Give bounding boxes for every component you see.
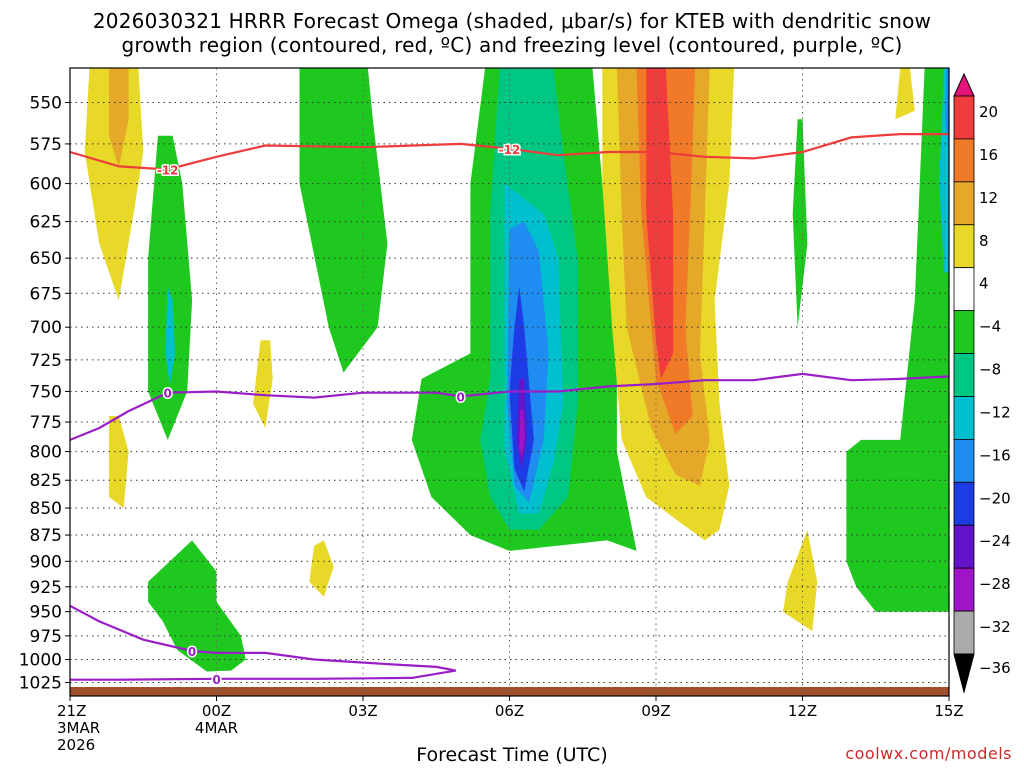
omega-region-4: [109, 416, 129, 509]
omega-region-15: [519, 409, 526, 458]
omega-region-5: [253, 340, 273, 428]
colorbar-label-10: −24: [979, 532, 1011, 550]
y-tick-label-1000: 1000: [19, 650, 62, 670]
x-tick-label-12Z: 12Z: [788, 702, 817, 720]
y-tick-label-650: 650: [30, 249, 62, 269]
omega-region-25: [945, 68, 949, 152]
y-tick-label-825: 825: [30, 471, 62, 491]
y-tick-label-625: 625: [30, 213, 62, 233]
colorbar-label-2: 12: [979, 189, 998, 207]
colorbar-label-3: 8: [979, 232, 989, 250]
colorbar-label-0: 20: [979, 103, 998, 121]
colorbar-label-8: −16: [979, 446, 1011, 464]
y-tick-label-850: 850: [30, 499, 62, 519]
x-tick-label-21Z: 21Z: [57, 702, 86, 720]
x-tick-label-00Z: 00Z: [202, 702, 231, 720]
dgz-contour-line: [70, 133, 949, 171]
colorbar-swatch-6: [953, 353, 975, 397]
x-tick-label-09Z: 09Z: [641, 702, 670, 720]
colorbar-swatch-0: [953, 95, 975, 140]
x-tick-label-21Z-sub2: 2026: [57, 736, 95, 754]
y-tick-label-575: 575: [30, 135, 62, 155]
omega-region-19: [646, 68, 674, 379]
colorbar-swatch-3: [953, 224, 975, 269]
colorbar-swatch-12: [953, 610, 975, 655]
terrain-band: [70, 686, 949, 696]
y-tick-label-675: 675: [30, 284, 62, 304]
colorbar-label-13: −36: [979, 659, 1011, 677]
dgz-contour-label-1: -12: [499, 143, 521, 157]
y-tick-label-950: 950: [30, 603, 62, 623]
colorbar-swatch-7: [953, 396, 975, 440]
omega-region-7: [148, 540, 246, 672]
colorbar-label-6: −8: [979, 361, 1001, 379]
y-tick-label-750: 750: [30, 382, 62, 402]
colorbar-swatch-10: [953, 524, 975, 569]
omega-region-0: [84, 68, 144, 301]
y-tick-label-975: 975: [30, 627, 62, 647]
x-axis-label: Forecast Time (UTC): [416, 744, 608, 766]
y-tick-label-550: 550: [30, 94, 62, 114]
freezing-level-contour-0-line: [70, 372, 949, 441]
freezing-level-contour-1-label-0: 0: [188, 645, 196, 659]
freezing-level-contour-1-label-1: 0: [212, 673, 220, 687]
y-tick-label-1025: 1025: [19, 673, 62, 693]
y-tick-label-700: 700: [30, 318, 62, 338]
y-tick-label-900: 900: [30, 552, 62, 572]
y-tick-label-600: 600: [30, 175, 62, 195]
y-tick-label-925: 925: [30, 578, 62, 598]
colorbar-label-11: −28: [979, 575, 1011, 593]
colorbar-swatch-2: [953, 181, 975, 226]
y-tick-label-800: 800: [30, 443, 62, 463]
omega-region-6: [299, 68, 388, 373]
colorbar-label-12: −32: [979, 618, 1011, 636]
freezing-level-contour-0-label-0: 0: [163, 387, 171, 401]
colorbar-swatch-1: [953, 138, 975, 183]
credit-text: coolwx.com/models: [845, 744, 1012, 763]
y-tick-label-775: 775: [30, 413, 62, 433]
chart-title-line-1: 2026030321 HRRR Forecast Omega (shaded, …: [92, 9, 932, 33]
colorbar-swatch-9: [953, 481, 975, 526]
omega-region-20: [792, 119, 808, 328]
omega-region-23: [846, 68, 949, 612]
colorbar-swatch-5: [953, 310, 975, 354]
colorbar-label-7: −12: [979, 403, 1011, 421]
colorbar-label-9: −20: [979, 489, 1011, 507]
freezing-level-contour-0-label-1: 0: [456, 390, 464, 404]
x-tick-label-00Z-sub1: 4MAR: [195, 719, 238, 737]
colorbar-label-1: 16: [979, 146, 998, 164]
colorbar-swatch-11: [953, 567, 975, 612]
x-tick-label-03Z: 03Z: [348, 702, 377, 720]
chart-title-line-2: growth region (contoured, red, ºC) and f…: [121, 33, 903, 57]
colorbar-swatch-8: [953, 438, 975, 483]
colorbar-label-4: 4: [979, 275, 989, 293]
omega-region-21: [783, 529, 818, 632]
omega-region-1: [109, 68, 129, 168]
colorbar-swatch-4: [953, 267, 975, 312]
omega-region-8: [309, 540, 334, 597]
omega-region-2: [148, 135, 193, 440]
x-tick-label-15Z: 15Z: [934, 702, 963, 720]
colorbar-bottom-arrow: [953, 653, 975, 694]
freezing-level-contour-1-line: [70, 604, 457, 681]
y-tick-label-725: 725: [30, 351, 62, 371]
dgz-contour-label-0: -12: [157, 163, 179, 177]
x-tick-label-06Z: 06Z: [495, 702, 524, 720]
colorbar-label-5: −4: [979, 318, 1001, 336]
omega-region-3: [165, 286, 175, 386]
omega-region-22: [895, 68, 915, 120]
y-tick-label-875: 875: [30, 526, 62, 546]
colorbar-top-arrow: [953, 72, 975, 97]
x-tick-label-21Z-sub1: 3MAR: [57, 719, 100, 737]
